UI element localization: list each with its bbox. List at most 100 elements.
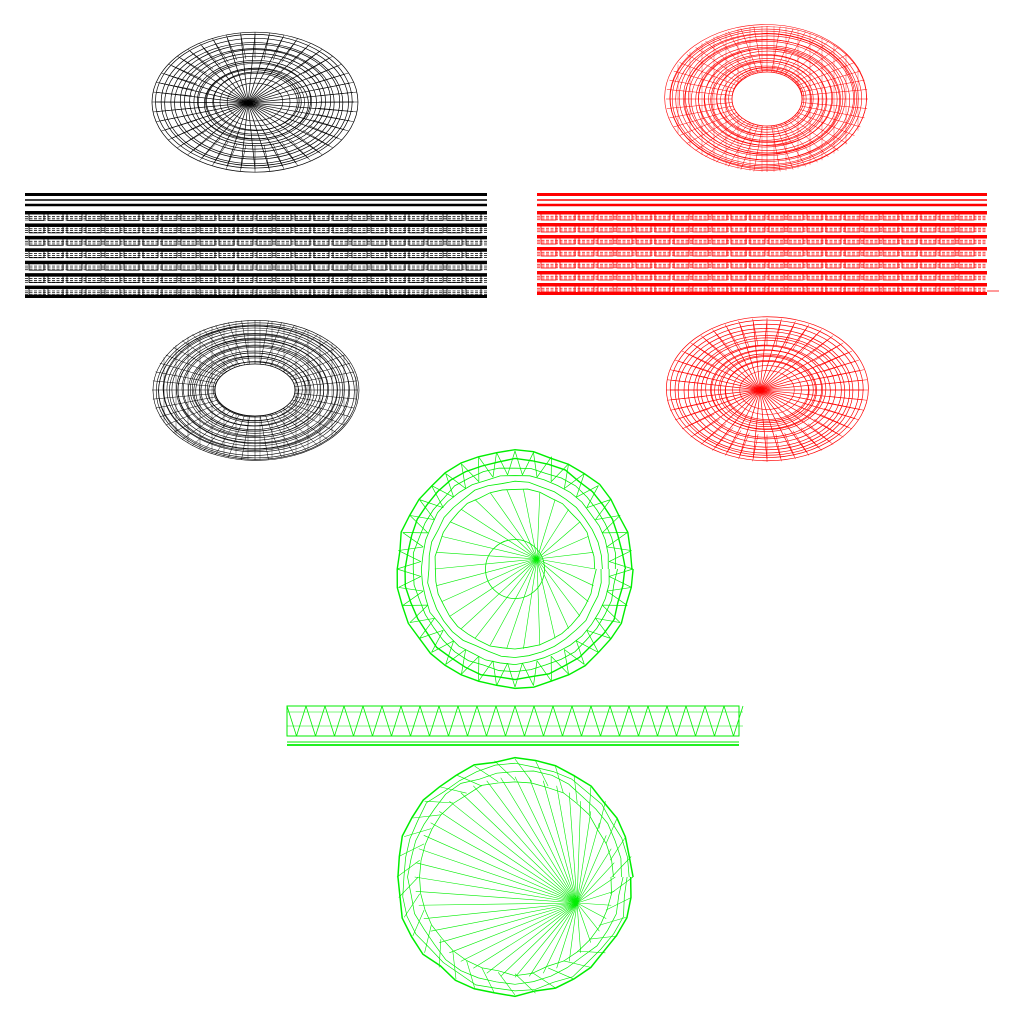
strip-block: [199, 263, 216, 271]
mesh-edge: [598, 801, 606, 829]
strip-block: [256, 226, 273, 234]
mesh-ring: [158, 324, 355, 459]
strip-block: [408, 213, 425, 221]
mesh-spoke: [536, 558, 556, 639]
mesh-edge: [165, 402, 221, 426]
strip-block: [863, 249, 880, 257]
strip-block: [958, 225, 975, 233]
strip-block: [958, 285, 975, 293]
mesh-edge: [353, 705, 364, 737]
mesh-edge: [676, 705, 687, 737]
strip-block: [863, 261, 880, 269]
mesh-ring: [212, 361, 299, 418]
mesh-spoke: [226, 37, 249, 104]
strip-block: [806, 285, 823, 293]
mesh-spoke: [726, 326, 761, 391]
mesh-edge: [316, 82, 354, 91]
mesh-spoke: [489, 558, 538, 646]
mesh-edge: [686, 54, 740, 83]
mesh-edge: [419, 618, 435, 639]
strip-block: [882, 261, 899, 269]
strip-block: [844, 237, 861, 245]
mesh-edge: [673, 70, 735, 89]
mesh-edge: [419, 499, 435, 520]
mesh-edge: [203, 329, 236, 368]
mesh-spoke: [542, 780, 578, 904]
strip-band: [25, 285, 487, 290]
strip-block: [66, 263, 83, 271]
mesh-spoke: [759, 321, 782, 391]
mesh-edge: [409, 604, 429, 623]
strip-block: [28, 226, 45, 234]
mesh-edge: [241, 320, 251, 365]
strip-block: [749, 237, 766, 245]
mesh-edge: [318, 91, 357, 97]
mesh-ring: [700, 344, 831, 438]
mesh-edge: [313, 119, 349, 132]
strip-block: [787, 249, 804, 257]
strip-block: [351, 238, 368, 246]
mesh-edge: [814, 419, 844, 438]
mesh-edge: [605, 817, 618, 845]
mesh-ring: [671, 30, 859, 167]
mesh-spoke: [247, 102, 270, 169]
strip-block: [104, 238, 121, 246]
mesh-spoke: [164, 73, 249, 104]
strip-block: [730, 273, 747, 281]
mesh-spoke: [576, 801, 581, 904]
mesh-ring: [176, 335, 338, 444]
mesh-edge: [792, 430, 810, 456]
mesh-spoke: [247, 102, 350, 122]
mesh-edge: [608, 550, 632, 562]
mesh-spoke: [441, 536, 538, 560]
mesh-edge: [398, 843, 425, 857]
strip-block: [161, 263, 178, 271]
strip-block: [465, 238, 482, 246]
mesh-edge: [424, 800, 453, 804]
mesh-edge: [445, 473, 466, 489]
strip-block: [275, 213, 292, 221]
mesh-edge: [187, 48, 214, 70]
mesh-edge: [289, 402, 345, 426]
mesh-edge: [666, 705, 677, 737]
mesh-ring: [397, 756, 634, 998]
mesh-edge: [156, 82, 194, 91]
mesh-edge: [606, 587, 632, 592]
mesh-ring: [402, 762, 630, 992]
mesh-ring: [720, 356, 814, 424]
mesh-ring: [725, 67, 807, 130]
mesh-spoke: [434, 558, 538, 570]
strip-block: [540, 261, 557, 269]
mesh-edge: [203, 412, 236, 451]
mesh-ring: [407, 770, 624, 985]
mesh-ring: [728, 69, 805, 128]
strip-block: [218, 288, 235, 296]
mesh-ring: [704, 50, 833, 146]
strip-block: [578, 225, 595, 233]
mesh-edge: [753, 26, 763, 73]
mesh-spoke: [523, 558, 538, 649]
mesh-edge: [466, 960, 475, 988]
strip-block: [47, 250, 64, 259]
mesh-edge: [536, 660, 552, 682]
strip-block: [180, 226, 197, 234]
strip-band: [537, 283, 987, 287]
strip-block: [465, 275, 482, 283]
strip-block: [351, 250, 368, 259]
mesh-spoke: [436, 552, 538, 560]
mesh-edge: [586, 499, 611, 509]
mesh-spoke: [415, 862, 578, 904]
strip-block: [654, 213, 671, 221]
mesh-edge: [775, 434, 782, 462]
strip-block: [104, 213, 121, 221]
mesh-spoke: [523, 489, 538, 560]
strip-band: [537, 211, 987, 215]
strip-block: [958, 261, 975, 269]
mesh-spoke: [678, 389, 761, 420]
strip-block: [313, 263, 330, 271]
mesh-edge: [478, 660, 494, 682]
strip-block: [559, 273, 576, 281]
mesh-spoke: [474, 558, 538, 639]
mesh-edge: [575, 640, 585, 665]
strip-block: [863, 225, 880, 233]
